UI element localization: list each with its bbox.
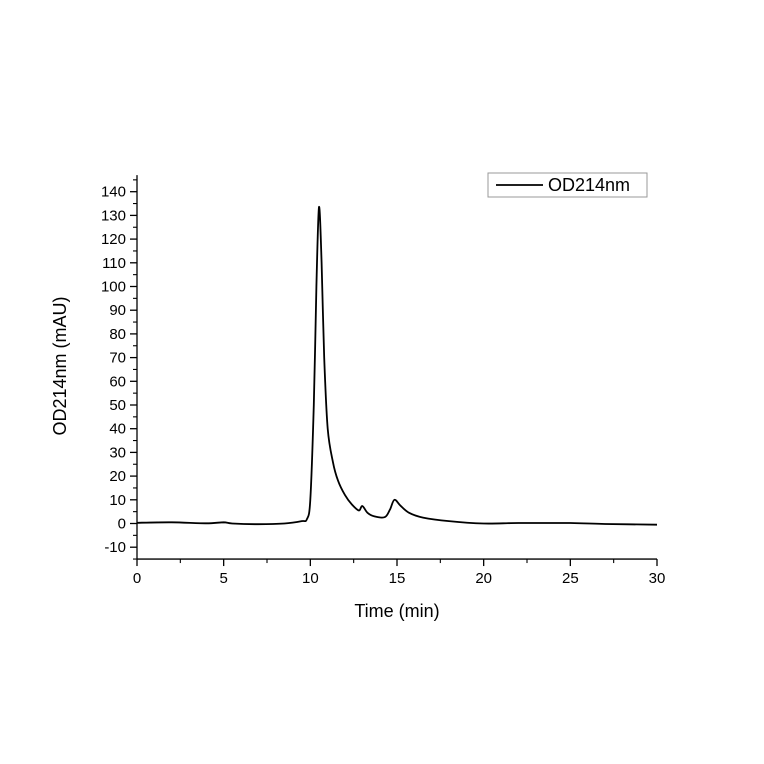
y-tick-label: 40 <box>109 421 126 438</box>
y-tick-label: 140 <box>101 184 126 201</box>
y-tick-label: 80 <box>109 326 126 343</box>
y-tick-label: 90 <box>109 302 126 319</box>
y-tick-label: 110 <box>102 255 126 272</box>
x-tick-label: 20 <box>475 570 492 587</box>
y-axis-title: OD214nm (mAU) <box>50 296 70 435</box>
y-tick-label: 120 <box>101 231 126 248</box>
y-tick-label: 60 <box>109 373 126 390</box>
y-tick-label: 10 <box>109 492 126 509</box>
y-tick-label: 100 <box>101 279 126 296</box>
x-tick-label: 10 <box>302 570 319 587</box>
x-tick-label: 30 <box>649 570 666 587</box>
y-tick-label: 30 <box>109 444 126 461</box>
y-tick-label: 130 <box>101 207 126 224</box>
series-line-od214nm <box>136 206 658 526</box>
legend-label-od214nm: OD214nm <box>548 175 630 195</box>
x-axis-title: Time (min) <box>354 601 439 621</box>
x-axis-ticks: 0 5 10 15 20 25 30 <box>133 559 666 587</box>
x-tick-label: 5 <box>219 570 227 587</box>
y-tick-label: 70 <box>109 350 126 367</box>
y-tick-label: 50 <box>109 397 126 414</box>
y-tick-label: 0 <box>118 516 126 533</box>
x-tick-label: 15 <box>389 570 406 587</box>
y-tick-label: -10 <box>104 539 126 556</box>
x-tick-label: 25 <box>562 570 579 587</box>
x-tick-label: 0 <box>133 570 141 587</box>
y-axis-ticks: -10 0 10 20 30 40 50 60 70 80 90 100 110 120 130 140 <box>101 179 137 560</box>
y-tick-label: 20 <box>109 468 126 485</box>
legend: OD214nm <box>487 172 648 198</box>
